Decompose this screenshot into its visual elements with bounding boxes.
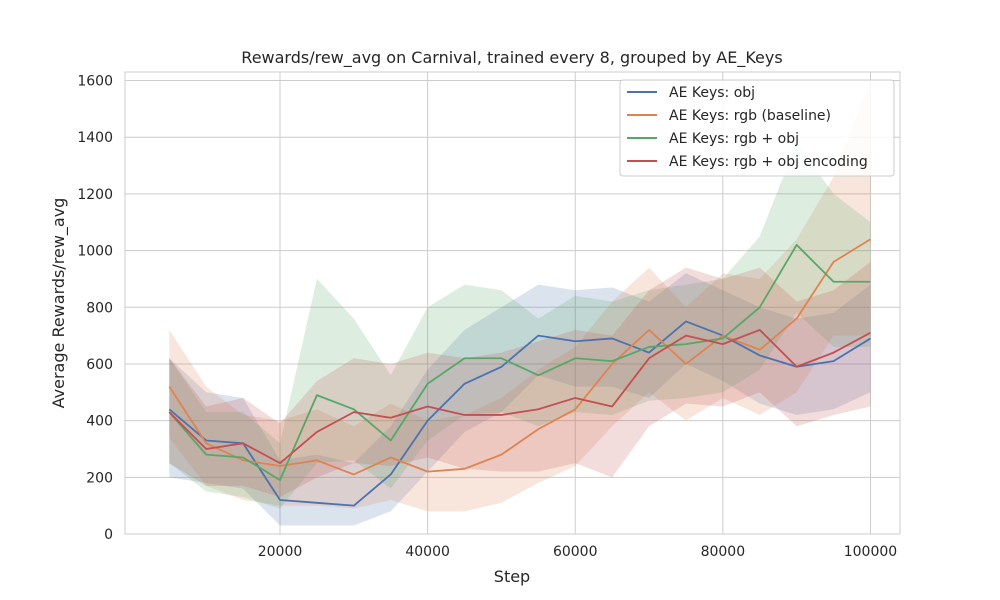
series-line xyxy=(168,329,871,465)
series-line xyxy=(168,320,871,507)
x-tick-label: 20000 xyxy=(258,544,303,560)
y-axis-label: Average Rewards/rew_avg xyxy=(49,198,69,409)
legend-box xyxy=(619,79,895,177)
x-tick-label: 40000 xyxy=(405,544,450,560)
y-tick-label: 0 xyxy=(104,527,113,543)
series-line xyxy=(168,243,871,482)
y-tick-label: 800 xyxy=(86,300,113,316)
legend-label: AE Keys: rgb + obj encoding xyxy=(669,154,868,170)
y-tick-label: 400 xyxy=(86,414,113,430)
series-band xyxy=(169,261,871,498)
x-tick-labels: 20000 40000 60000 80000 100000 xyxy=(258,544,897,560)
y-tick-label: 1000 xyxy=(77,244,113,260)
series-band xyxy=(169,80,871,512)
legend: AE Keys: obj AE Keys: rgb (baseline) AE Ke… xyxy=(619,79,895,177)
y-tick-label: 1200 xyxy=(77,187,113,203)
y-tick-label: 200 xyxy=(86,470,113,486)
series-band xyxy=(169,273,871,526)
y-tick-label: 600 xyxy=(86,357,113,373)
x-axis-label: Step xyxy=(494,567,530,586)
y-tick-label: 1400 xyxy=(77,130,113,146)
x-tick-label: 60000 xyxy=(553,544,598,560)
series-lines xyxy=(168,238,871,507)
legend-label: AE Keys: obj xyxy=(669,85,755,101)
legend-label: AE Keys: rgb + obj xyxy=(669,131,799,147)
chart-title: Rewards/rew_avg on Carnival, trained eve… xyxy=(241,48,782,68)
x-tick-label: 80000 xyxy=(701,544,746,560)
y-tick-label: 1600 xyxy=(77,74,113,90)
y-tick-labels: 0 200 400 600 800 1000 1200 1400 1600 xyxy=(77,74,113,543)
x-tick-label: 100000 xyxy=(844,544,897,560)
legend-label: AE Keys: rgb (baseline) xyxy=(669,108,831,124)
